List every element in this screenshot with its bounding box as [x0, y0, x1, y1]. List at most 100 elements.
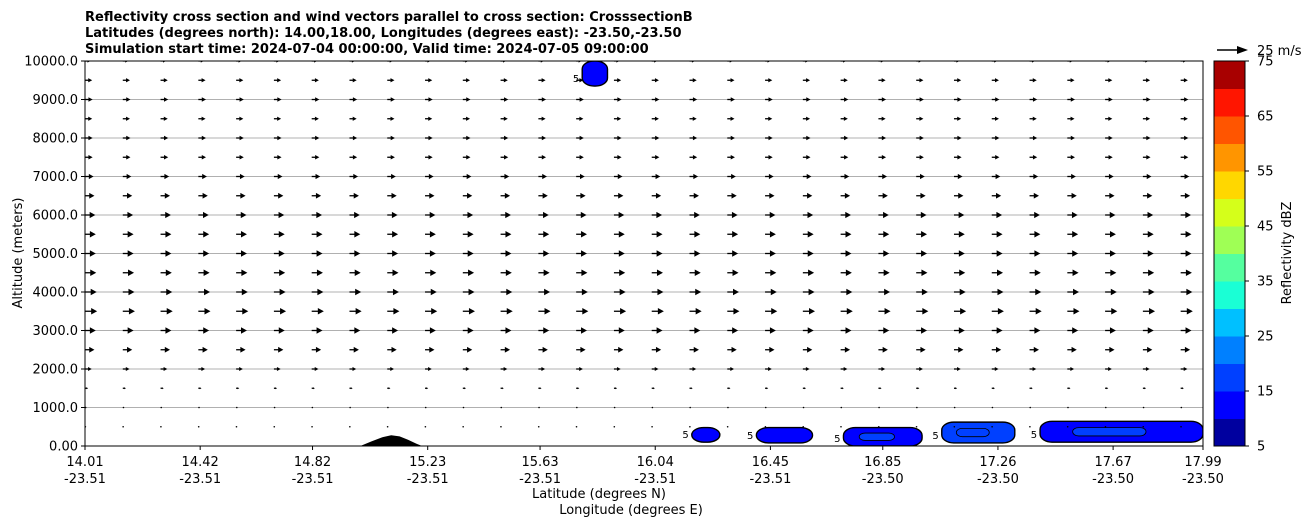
- wind-vector: [387, 387, 391, 390]
- wind-vector: [311, 135, 320, 141]
- wind-vector: [273, 78, 282, 83]
- wind-vector: [387, 269, 399, 276]
- wind-vector: [1029, 250, 1041, 257]
- wind-vector: [198, 346, 208, 353]
- wind-vector: [765, 78, 773, 83]
- wind-vector: [198, 406, 200, 409]
- wind-vector: [500, 78, 508, 83]
- wind-vector: [613, 192, 624, 199]
- wind-vector: [576, 366, 583, 372]
- wind-vector: [1029, 406, 1032, 409]
- wind-vector: [1180, 425, 1182, 428]
- wind-vector: [727, 231, 739, 238]
- wind-vector: [802, 327, 814, 334]
- wind-vector: [765, 288, 777, 296]
- wind-vector: [236, 288, 248, 296]
- wind-vector: [1105, 78, 1113, 83]
- wind-vector: [765, 154, 773, 160]
- wind-vector: [727, 97, 735, 102]
- echo-2: [755, 426, 814, 444]
- wind-vector: [802, 116, 811, 121]
- wind-vector: [613, 154, 622, 160]
- wind-vector: [500, 288, 513, 296]
- wind-vector: [689, 308, 702, 315]
- wind-vector: [991, 231, 1003, 238]
- wind-vector: [727, 135, 735, 141]
- wind-vector: [1105, 231, 1116, 238]
- wind-vector: [878, 135, 887, 141]
- wind-vector: [1142, 211, 1154, 219]
- wind-vector: [198, 173, 207, 180]
- wind-vector: [160, 231, 172, 238]
- wind-vector: [311, 327, 323, 334]
- wind-vector: [765, 308, 778, 315]
- wind-vector: [1067, 211, 1078, 219]
- wind-vector: [651, 231, 663, 238]
- wind-vector: [802, 288, 815, 296]
- quiver-key-label: 25 m/s: [1257, 44, 1302, 59]
- wind-vector: [349, 78, 357, 83]
- wind-vector: [916, 327, 927, 334]
- wind-vector: [462, 425, 464, 428]
- wind-vector: [160, 211, 171, 219]
- x-tick-label-lon-7: -23.50: [862, 472, 904, 487]
- wind-vector: [538, 406, 540, 409]
- wind-vector: [349, 135, 358, 141]
- colorbar-band-6: [1214, 253, 1245, 282]
- wind-vector: [765, 387, 769, 390]
- wind-vector: [840, 231, 852, 238]
- wind-vector: [765, 97, 773, 102]
- wind-vector: [840, 425, 842, 428]
- wind-vector: [1180, 308, 1193, 315]
- wind-vector: [953, 366, 961, 372]
- wind-vector: [689, 135, 698, 141]
- wind-vector: [802, 387, 807, 390]
- wind-vector: [1029, 116, 1037, 121]
- wind-vector: [1067, 327, 1079, 334]
- wind-vector: [462, 346, 473, 353]
- wind-vector: [122, 135, 131, 141]
- x-tick-label-lon-10: -23.50: [1182, 472, 1224, 487]
- wind-vector: [273, 366, 281, 372]
- wind-vector: [198, 97, 206, 102]
- wind-vector: [160, 366, 168, 372]
- colorbar-band-9: [1214, 171, 1245, 199]
- wind-vector: [878, 231, 890, 238]
- wind-vector: [1180, 406, 1183, 409]
- wind-vector: [991, 250, 1003, 257]
- wind-vector: [878, 366, 886, 372]
- wind-vector: [651, 425, 653, 428]
- x-tick-label-lat-10: 17.99: [1184, 455, 1221, 470]
- wind-vector: [198, 154, 206, 160]
- wind-vector: [953, 78, 962, 83]
- wind-vector: [613, 97, 622, 102]
- wind-vector: [802, 231, 814, 238]
- wind-vector: [1067, 250, 1079, 257]
- wind-vector: [462, 406, 465, 409]
- colorbar-tick-label-6: 65: [1257, 110, 1274, 125]
- x-tick-label-lat-4: 15.63: [521, 455, 558, 470]
- wind-vector: [387, 135, 395, 141]
- wind-vector: [727, 308, 740, 315]
- wind-vector: [1067, 269, 1079, 276]
- wind-vector: [613, 211, 625, 219]
- wind-vector: [727, 211, 738, 219]
- wind-vector: [613, 288, 626, 296]
- wind-vector: [387, 346, 397, 353]
- wind-vector: [537, 425, 540, 428]
- colorbar-tick-label-0: 5: [1257, 440, 1265, 455]
- wind-vector: [1029, 231, 1041, 238]
- wind-vector: [1105, 97, 1113, 102]
- wind-vector: [878, 308, 891, 315]
- wind-vector: [727, 154, 735, 160]
- wind-vector: [840, 269, 852, 276]
- wind-vector: [273, 211, 285, 219]
- wind-vector: [878, 154, 887, 160]
- wind-vector: [85, 154, 93, 160]
- wind-vector: [576, 135, 584, 141]
- wind-vector: [273, 250, 285, 257]
- echo-1: [691, 426, 721, 443]
- x-tick-label-lon-9: -23.50: [1092, 472, 1134, 487]
- wind-vector: [236, 154, 244, 160]
- wind-vector: [387, 250, 399, 257]
